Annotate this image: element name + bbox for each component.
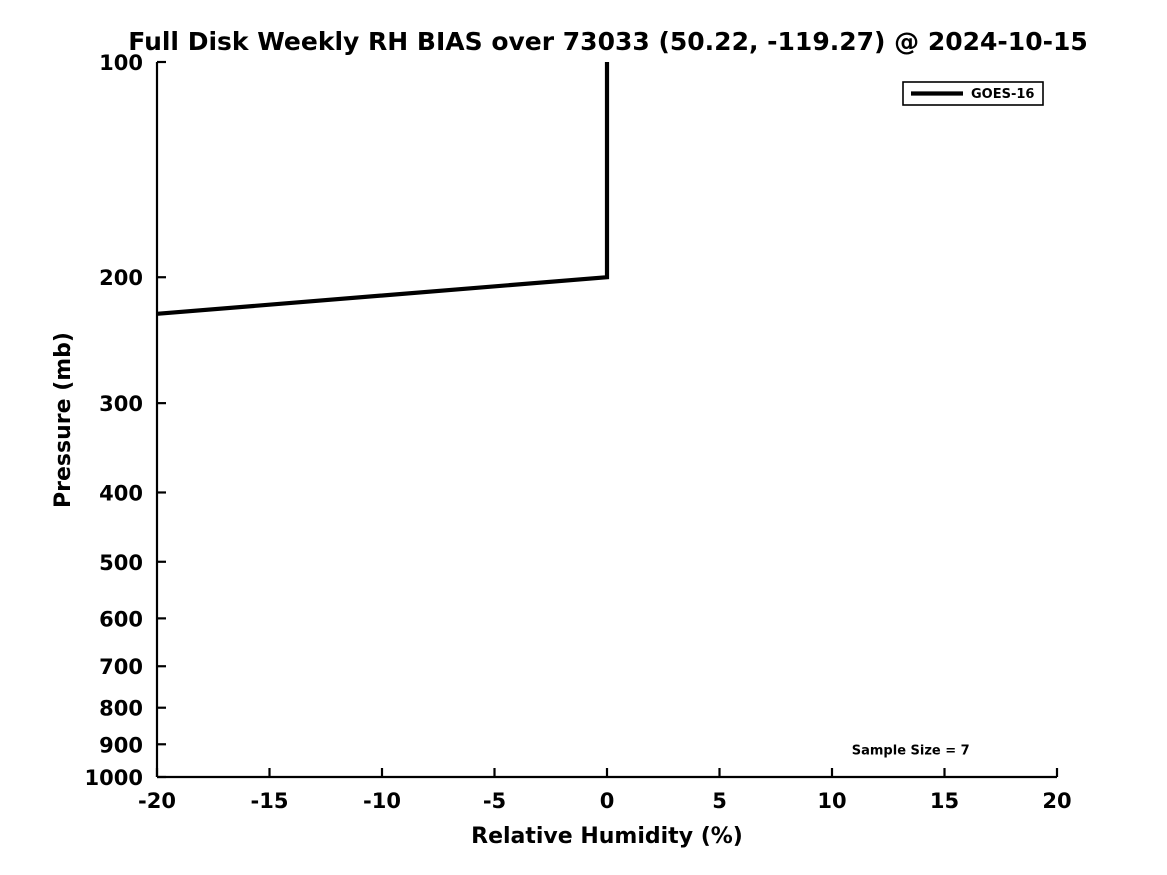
x-axis-ticks xyxy=(155,768,1059,777)
y-tick-label-100: 100 xyxy=(99,51,143,75)
x-axis-tick-labels: -20 -15 -10 -5 0 5 10 15 20 xyxy=(138,789,1072,813)
legend-box xyxy=(902,81,1044,106)
legend-label-goes-16: GOES-16 xyxy=(971,87,1034,102)
x-tick-label-5: 5 xyxy=(712,789,727,813)
x-tick-label--10: -10 xyxy=(363,789,401,813)
x-tick-label--15: -15 xyxy=(251,789,289,813)
y-tick-label-300: 300 xyxy=(99,392,143,416)
y-tick-label-700: 700 xyxy=(99,655,143,679)
chart-annotations: Sample Size = 7 xyxy=(852,743,970,758)
annotation-sample-size: Sample Size = 7 xyxy=(852,743,970,758)
y-axis-tick-labels: 100 200 300 400 500 600 700 800 900 1000 xyxy=(85,51,143,790)
chart-legend[interactable]: GOES-16 xyxy=(902,81,1044,106)
y-tick-label-400: 400 xyxy=(99,481,143,505)
x-axis-label: Relative Humidity (%) xyxy=(471,824,743,849)
x-tick-label--20: -20 xyxy=(138,789,176,813)
y-tick-label-1000: 1000 xyxy=(85,766,143,790)
y-tick-label-900: 900 xyxy=(99,733,143,757)
y-tick-label-200: 200 xyxy=(99,266,143,290)
x-tick-label-15: 15 xyxy=(930,789,959,813)
x-tick-label-20: 20 xyxy=(1042,789,1071,813)
series-line-goes-16 xyxy=(156,62,610,316)
y-axis-label: Pressure (mb) xyxy=(51,332,76,508)
y-axis-ticks xyxy=(157,60,166,779)
data-series-group xyxy=(156,62,610,316)
y-tick-label-600: 600 xyxy=(99,607,143,631)
y-tick-label-500: 500 xyxy=(99,551,143,575)
y-tick-label-800: 800 xyxy=(99,697,143,721)
x-tick-label--5: -5 xyxy=(483,789,506,813)
x-tick-label-10: 10 xyxy=(817,789,846,813)
chart-title: Full Disk Weekly RH BIAS over 73033 (50.… xyxy=(128,27,1088,56)
x-tick-label-0: 0 xyxy=(600,789,615,813)
